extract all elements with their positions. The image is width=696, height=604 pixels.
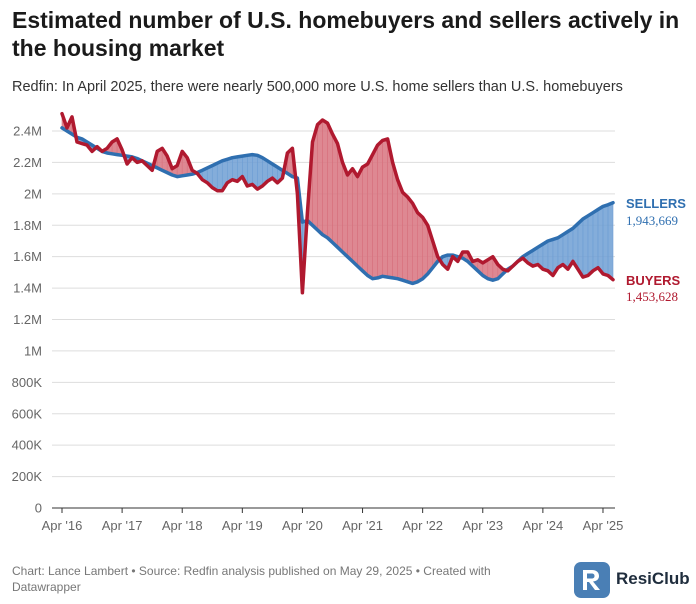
gap-fill [377, 139, 383, 279]
y-tick-label: 800K [12, 375, 43, 390]
gap-fill [232, 156, 238, 182]
resiclub-logo-text: ResiClub [616, 569, 690, 588]
source-credit: Chart: Lance Lambert • Source: Redfin an… [12, 564, 491, 594]
x-tick-label: Apr '25 [583, 518, 624, 533]
gap-fill [332, 134, 338, 248]
gap-fill [407, 196, 413, 284]
y-tick-label: 600K [12, 406, 43, 421]
x-tick-label: Apr '16 [42, 518, 83, 533]
x-tick-label: Apr '17 [102, 518, 143, 533]
buyers-end-value: 1,453,628 [626, 289, 678, 304]
gap-fill [257, 154, 263, 190]
gap-fill [417, 211, 423, 283]
y-tick-label: 2.2M [13, 155, 42, 170]
gap-fill [557, 234, 564, 269]
y-tick-label: 1.4M [13, 281, 42, 296]
gap-fill [347, 167, 353, 263]
sellers-series-label: SELLERS [626, 196, 686, 211]
gap-fill [397, 179, 403, 281]
gap-fill [362, 163, 368, 277]
buyers-line [60, 111, 615, 295]
gap-fill [402, 191, 408, 283]
y-tick-label: 400K [12, 438, 43, 453]
y-tick-label: 200K [12, 469, 43, 484]
gap-fill [412, 203, 418, 284]
chart-subtitle: Redfin: In April 2025, there were nearly… [12, 79, 623, 95]
gap-fill [327, 123, 333, 244]
gap-fill [322, 119, 328, 239]
gap-fill [367, 154, 373, 280]
x-tick-label: Apr '23 [462, 518, 503, 533]
x-tick-label: Apr '24 [522, 518, 563, 533]
y-tick-label: 2M [24, 186, 42, 201]
gap-fill [597, 205, 604, 275]
gap-fill [352, 167, 358, 267]
x-tick-label: Apr '21 [342, 518, 383, 533]
x-tick-label: Apr '18 [162, 518, 203, 533]
chart-title: Estimated number of U.S. homebuyers and … [12, 7, 680, 61]
gap-fill [592, 208, 599, 272]
gap-fill [357, 166, 363, 272]
gap-fill [587, 212, 594, 277]
y-tick-label: 1M [24, 343, 42, 358]
gap-fill [372, 144, 378, 280]
x-tick-label: Apr '20 [282, 518, 323, 533]
gap-fill [602, 204, 609, 276]
gap-fill [607, 202, 614, 281]
gap-fill [247, 154, 253, 187]
gap-fill [317, 119, 323, 236]
sellers-end-value: 1,943,669 [626, 213, 678, 228]
y-tick-label: 1.6M [13, 249, 42, 264]
x-tick-label: Apr '22 [402, 518, 443, 533]
gap-fill [582, 215, 589, 278]
y-tick-label: 2.4M [13, 124, 42, 139]
y-tick-label: 1.2M [13, 312, 42, 327]
buyers-series-label: BUYERS [626, 273, 681, 288]
x-tick-label: Apr '19 [222, 518, 263, 533]
gap-fill [216, 160, 223, 191]
resiclub-logo: ResiClub [574, 562, 694, 598]
resiclub-logo-icon [574, 562, 610, 598]
y-tick-label: 1.8M [13, 218, 42, 233]
y-tick-label: 0 [35, 501, 42, 516]
gap-fill [382, 138, 388, 278]
